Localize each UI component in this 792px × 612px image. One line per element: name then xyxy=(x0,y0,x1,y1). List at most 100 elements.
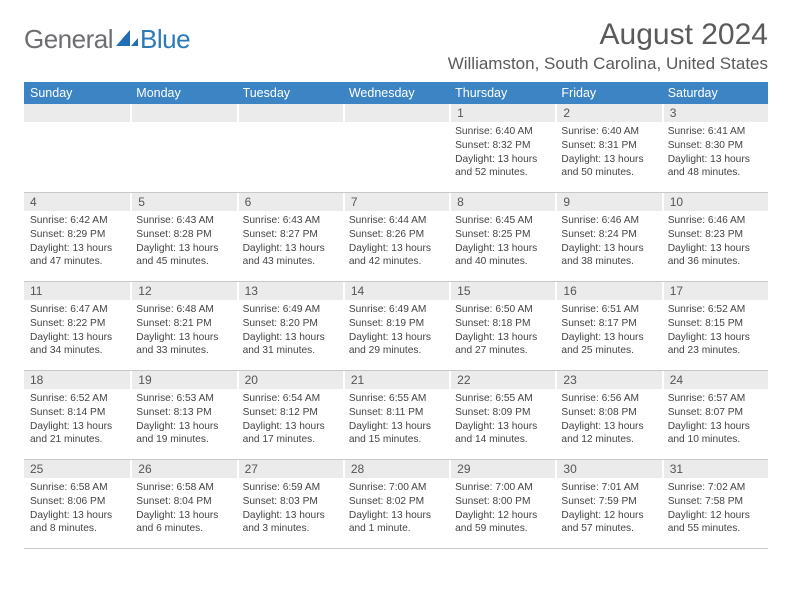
day-info: Sunrise: 6:57 AMSunset: 8:07 PMDaylight:… xyxy=(662,389,768,451)
day-info: Sunrise: 7:00 AMSunset: 8:00 PMDaylight:… xyxy=(449,478,555,540)
day-number: 5 xyxy=(130,193,236,211)
logo-sail-icon xyxy=(116,30,138,48)
day-info: Sunrise: 6:48 AMSunset: 8:21 PMDaylight:… xyxy=(130,300,236,362)
weekday-header-row: SundayMondayTuesdayWednesdayThursdayFrid… xyxy=(24,82,768,104)
day-info: Sunrise: 6:40 AMSunset: 8:32 PMDaylight:… xyxy=(449,122,555,184)
day-info: Sunrise: 6:54 AMSunset: 8:12 PMDaylight:… xyxy=(237,389,343,451)
day-info: Sunrise: 6:58 AMSunset: 8:06 PMDaylight:… xyxy=(24,478,130,540)
day-number: 1 xyxy=(449,104,555,122)
day-cell: 7Sunrise: 6:44 AMSunset: 8:26 PMDaylight… xyxy=(343,193,449,281)
day-cell: 22Sunrise: 6:55 AMSunset: 8:09 PMDayligh… xyxy=(449,371,555,459)
day-number: 11 xyxy=(24,282,130,300)
day-number: 4 xyxy=(24,193,130,211)
day-info: Sunrise: 6:47 AMSunset: 8:22 PMDaylight:… xyxy=(24,300,130,362)
day-info: Sunrise: 6:53 AMSunset: 8:13 PMDaylight:… xyxy=(130,389,236,451)
calendar-page: General Blue August 2024 Williamston, So… xyxy=(0,0,792,549)
day-number: . xyxy=(237,104,343,122)
weekday-header: Saturday xyxy=(662,82,768,104)
day-cell: 27Sunrise: 6:59 AMSunset: 8:03 PMDayligh… xyxy=(237,460,343,548)
day-cell: 18Sunrise: 6:52 AMSunset: 8:14 PMDayligh… xyxy=(24,371,130,459)
day-number: 24 xyxy=(662,371,768,389)
day-number: 27 xyxy=(237,460,343,478)
day-cell: 6Sunrise: 6:43 AMSunset: 8:27 PMDaylight… xyxy=(237,193,343,281)
day-info: Sunrise: 6:55 AMSunset: 8:11 PMDaylight:… xyxy=(343,389,449,451)
day-number: 17 xyxy=(662,282,768,300)
day-cell: 19Sunrise: 6:53 AMSunset: 8:13 PMDayligh… xyxy=(130,371,236,459)
location-text: Williamston, South Carolina, United Stat… xyxy=(448,54,768,74)
day-number: 21 xyxy=(343,371,449,389)
day-cell: 20Sunrise: 6:54 AMSunset: 8:12 PMDayligh… xyxy=(237,371,343,459)
day-info: Sunrise: 6:55 AMSunset: 8:09 PMDaylight:… xyxy=(449,389,555,451)
day-cell: 3Sunrise: 6:41 AMSunset: 8:30 PMDaylight… xyxy=(662,104,768,192)
day-info: Sunrise: 7:01 AMSunset: 7:59 PMDaylight:… xyxy=(555,478,661,540)
day-number: 23 xyxy=(555,371,661,389)
weekday-header: Sunday xyxy=(24,82,130,104)
day-number: 19 xyxy=(130,371,236,389)
day-cell: 1Sunrise: 6:40 AMSunset: 8:32 PMDaylight… xyxy=(449,104,555,192)
day-cell: 16Sunrise: 6:51 AMSunset: 8:17 PMDayligh… xyxy=(555,282,661,370)
day-info: Sunrise: 6:50 AMSunset: 8:18 PMDaylight:… xyxy=(449,300,555,362)
day-info: Sunrise: 6:51 AMSunset: 8:17 PMDaylight:… xyxy=(555,300,661,362)
day-info: Sunrise: 6:44 AMSunset: 8:26 PMDaylight:… xyxy=(343,211,449,273)
day-cell: 5Sunrise: 6:43 AMSunset: 8:28 PMDaylight… xyxy=(130,193,236,281)
day-number: 31 xyxy=(662,460,768,478)
day-cell: 17Sunrise: 6:52 AMSunset: 8:15 PMDayligh… xyxy=(662,282,768,370)
day-number: 7 xyxy=(343,193,449,211)
day-info: Sunrise: 6:56 AMSunset: 8:08 PMDaylight:… xyxy=(555,389,661,451)
weekday-header: Tuesday xyxy=(237,82,343,104)
day-cell: 29Sunrise: 7:00 AMSunset: 8:00 PMDayligh… xyxy=(449,460,555,548)
day-cell: 23Sunrise: 6:56 AMSunset: 8:08 PMDayligh… xyxy=(555,371,661,459)
day-info: Sunrise: 7:00 AMSunset: 8:02 PMDaylight:… xyxy=(343,478,449,540)
day-cell: 24Sunrise: 6:57 AMSunset: 8:07 PMDayligh… xyxy=(662,371,768,459)
day-cell: 14Sunrise: 6:49 AMSunset: 8:19 PMDayligh… xyxy=(343,282,449,370)
calendar-grid: SundayMondayTuesdayWednesdayThursdayFrid… xyxy=(24,82,768,549)
day-cell: 11Sunrise: 6:47 AMSunset: 8:22 PMDayligh… xyxy=(24,282,130,370)
day-number: 15 xyxy=(449,282,555,300)
day-info: Sunrise: 6:41 AMSunset: 8:30 PMDaylight:… xyxy=(662,122,768,184)
day-number: 6 xyxy=(237,193,343,211)
day-number: 16 xyxy=(555,282,661,300)
day-cell: . xyxy=(343,104,449,192)
day-number: 28 xyxy=(343,460,449,478)
day-info: Sunrise: 6:40 AMSunset: 8:31 PMDaylight:… xyxy=(555,122,661,184)
day-cell: 15Sunrise: 6:50 AMSunset: 8:18 PMDayligh… xyxy=(449,282,555,370)
day-number: 2 xyxy=(555,104,661,122)
week-row: 25Sunrise: 6:58 AMSunset: 8:06 PMDayligh… xyxy=(24,460,768,549)
week-row: 11Sunrise: 6:47 AMSunset: 8:22 PMDayligh… xyxy=(24,282,768,371)
day-cell: 2Sunrise: 6:40 AMSunset: 8:31 PMDaylight… xyxy=(555,104,661,192)
day-cell: 10Sunrise: 6:46 AMSunset: 8:23 PMDayligh… xyxy=(662,193,768,281)
logo-text-blue: Blue xyxy=(140,24,190,55)
week-row: ....1Sunrise: 6:40 AMSunset: 8:32 PMDayl… xyxy=(24,104,768,193)
day-cell: 28Sunrise: 7:00 AMSunset: 8:02 PMDayligh… xyxy=(343,460,449,548)
day-cell: 30Sunrise: 7:01 AMSunset: 7:59 PMDayligh… xyxy=(555,460,661,548)
day-cell: . xyxy=(24,104,130,192)
day-number: 22 xyxy=(449,371,555,389)
day-info: Sunrise: 6:52 AMSunset: 8:14 PMDaylight:… xyxy=(24,389,130,451)
day-info: Sunrise: 6:49 AMSunset: 8:19 PMDaylight:… xyxy=(343,300,449,362)
top-row: General Blue August 2024 Williamston, So… xyxy=(24,18,768,74)
day-info: Sunrise: 7:02 AMSunset: 7:58 PMDaylight:… xyxy=(662,478,768,540)
day-info: Sunrise: 6:43 AMSunset: 8:28 PMDaylight:… xyxy=(130,211,236,273)
day-info: Sunrise: 6:46 AMSunset: 8:23 PMDaylight:… xyxy=(662,211,768,273)
day-number: 25 xyxy=(24,460,130,478)
day-number: 14 xyxy=(343,282,449,300)
day-number: . xyxy=(343,104,449,122)
day-info: Sunrise: 6:52 AMSunset: 8:15 PMDaylight:… xyxy=(662,300,768,362)
day-number: 29 xyxy=(449,460,555,478)
day-cell: 9Sunrise: 6:46 AMSunset: 8:24 PMDaylight… xyxy=(555,193,661,281)
day-cell: 8Sunrise: 6:45 AMSunset: 8:25 PMDaylight… xyxy=(449,193,555,281)
logo-text-general: General xyxy=(24,24,113,55)
day-cell: 12Sunrise: 6:48 AMSunset: 8:21 PMDayligh… xyxy=(130,282,236,370)
day-number: 9 xyxy=(555,193,661,211)
day-cell: . xyxy=(237,104,343,192)
logo: General Blue xyxy=(24,18,190,55)
day-number: 8 xyxy=(449,193,555,211)
day-number: 26 xyxy=(130,460,236,478)
weekday-header: Friday xyxy=(555,82,661,104)
day-info: Sunrise: 6:42 AMSunset: 8:29 PMDaylight:… xyxy=(24,211,130,273)
title-block: August 2024 Williamston, South Carolina,… xyxy=(448,18,768,74)
week-row: 18Sunrise: 6:52 AMSunset: 8:14 PMDayligh… xyxy=(24,371,768,460)
day-cell: 25Sunrise: 6:58 AMSunset: 8:06 PMDayligh… xyxy=(24,460,130,548)
day-number: 18 xyxy=(24,371,130,389)
day-cell: . xyxy=(130,104,236,192)
